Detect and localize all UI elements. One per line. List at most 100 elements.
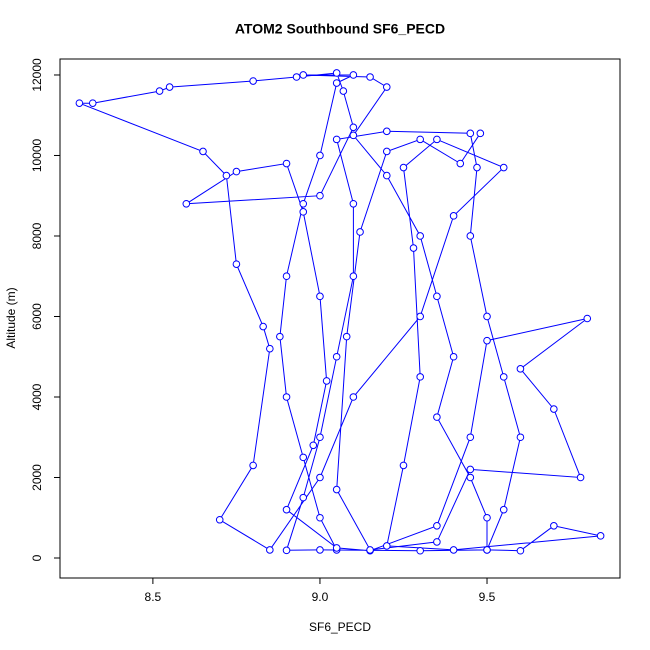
- data-point: [316, 433, 324, 442]
- data-point: [483, 513, 491, 522]
- data-point: [449, 352, 458, 361]
- data-point: [550, 521, 558, 530]
- y-tick-label: 0: [30, 554, 44, 561]
- data-point: [583, 314, 592, 323]
- data-point: [316, 292, 324, 301]
- data-point: [249, 77, 257, 85]
- y-tick-label: 8000: [30, 222, 44, 249]
- data-point: [416, 312, 424, 321]
- data-point: [309, 441, 318, 450]
- data-point: [155, 87, 164, 95]
- data-point: [339, 87, 348, 95]
- data-point: [182, 199, 191, 208]
- data-point: [416, 232, 424, 240]
- data-point: [332, 485, 341, 494]
- x-tick-label: 9.5: [479, 590, 496, 604]
- x-tick-label: 9.0: [312, 590, 329, 604]
- data-point: [349, 71, 358, 79]
- data-point: [473, 163, 481, 172]
- data-point: [232, 167, 241, 176]
- data-point: [75, 99, 84, 107]
- data-point: [322, 377, 331, 385]
- data-point: [516, 365, 525, 373]
- data-point: [349, 393, 358, 401]
- data-point: [356, 228, 364, 236]
- data-point: [316, 191, 324, 200]
- data-point: [232, 260, 241, 268]
- data-point: [499, 373, 508, 381]
- y-tick-label: 2000: [30, 464, 44, 491]
- data-point: [282, 546, 291, 555]
- x-tick-label: 8.5: [145, 590, 162, 604]
- data-point: [366, 73, 374, 81]
- data-point: [399, 163, 408, 172]
- data-point: [299, 453, 308, 462]
- data-point: [466, 473, 475, 482]
- y-tick-label: 12000: [30, 58, 44, 92]
- data-point: [282, 505, 291, 514]
- data-point: [382, 127, 391, 136]
- data-point: [259, 322, 267, 331]
- data-point: [332, 135, 341, 144]
- data-line: [79, 72, 601, 552]
- data-point: [332, 69, 341, 77]
- x-axis-label: SF6_PECD: [309, 620, 371, 634]
- data-point: [516, 546, 525, 555]
- data-point: [449, 546, 458, 554]
- data-point: [433, 292, 441, 301]
- data-point: [349, 272, 358, 281]
- data-point: [282, 393, 291, 401]
- data-point: [299, 208, 308, 216]
- data-point: [266, 344, 274, 353]
- data-point: [316, 473, 324, 482]
- data-point: [416, 546, 424, 555]
- plot-frame: [59, 58, 621, 579]
- data-point: [382, 147, 391, 156]
- data-point: [349, 131, 358, 140]
- data-point: [299, 71, 308, 79]
- data-point: [332, 79, 341, 87]
- data-point: [449, 212, 458, 220]
- data-point: [249, 461, 257, 470]
- data-point: [299, 199, 308, 208]
- data-point: [276, 332, 284, 341]
- data-point: [282, 272, 291, 281]
- data-point: [349, 199, 358, 208]
- data-point: [433, 135, 441, 144]
- data-point: [88, 99, 97, 107]
- data-point: [416, 135, 424, 144]
- data-point: [433, 521, 441, 530]
- data-point: [399, 461, 408, 470]
- data-point: [466, 129, 475, 138]
- data-point: [215, 515, 224, 524]
- data-point: [576, 473, 585, 482]
- data-point: [433, 413, 441, 421]
- data-point: [456, 159, 465, 168]
- y-tick-label: 6000: [30, 303, 44, 330]
- data-point: [466, 232, 475, 240]
- data-point: [409, 244, 418, 252]
- data-point: [382, 542, 391, 550]
- data-point: [483, 546, 491, 554]
- data-point: [165, 83, 174, 91]
- data-point: [433, 538, 441, 546]
- data-point: [332, 352, 341, 361]
- data-point: [282, 159, 291, 168]
- data-point: [349, 123, 358, 132]
- y-axis-label: Altitude (m): [4, 287, 18, 348]
- data-point: [199, 147, 207, 156]
- data-point: [382, 171, 391, 180]
- y-tick-label: 10000: [30, 138, 44, 172]
- data-point: [499, 163, 508, 172]
- data-point: [316, 513, 324, 522]
- data-point: [416, 373, 424, 381]
- data-point: [366, 546, 374, 554]
- data-point: [332, 544, 341, 552]
- data-point: [382, 83, 391, 91]
- data-point: [292, 73, 301, 81]
- y-tick-label: 4000: [30, 383, 44, 410]
- data-point: [316, 546, 324, 554]
- data-point: [316, 151, 324, 160]
- data-point: [476, 129, 485, 138]
